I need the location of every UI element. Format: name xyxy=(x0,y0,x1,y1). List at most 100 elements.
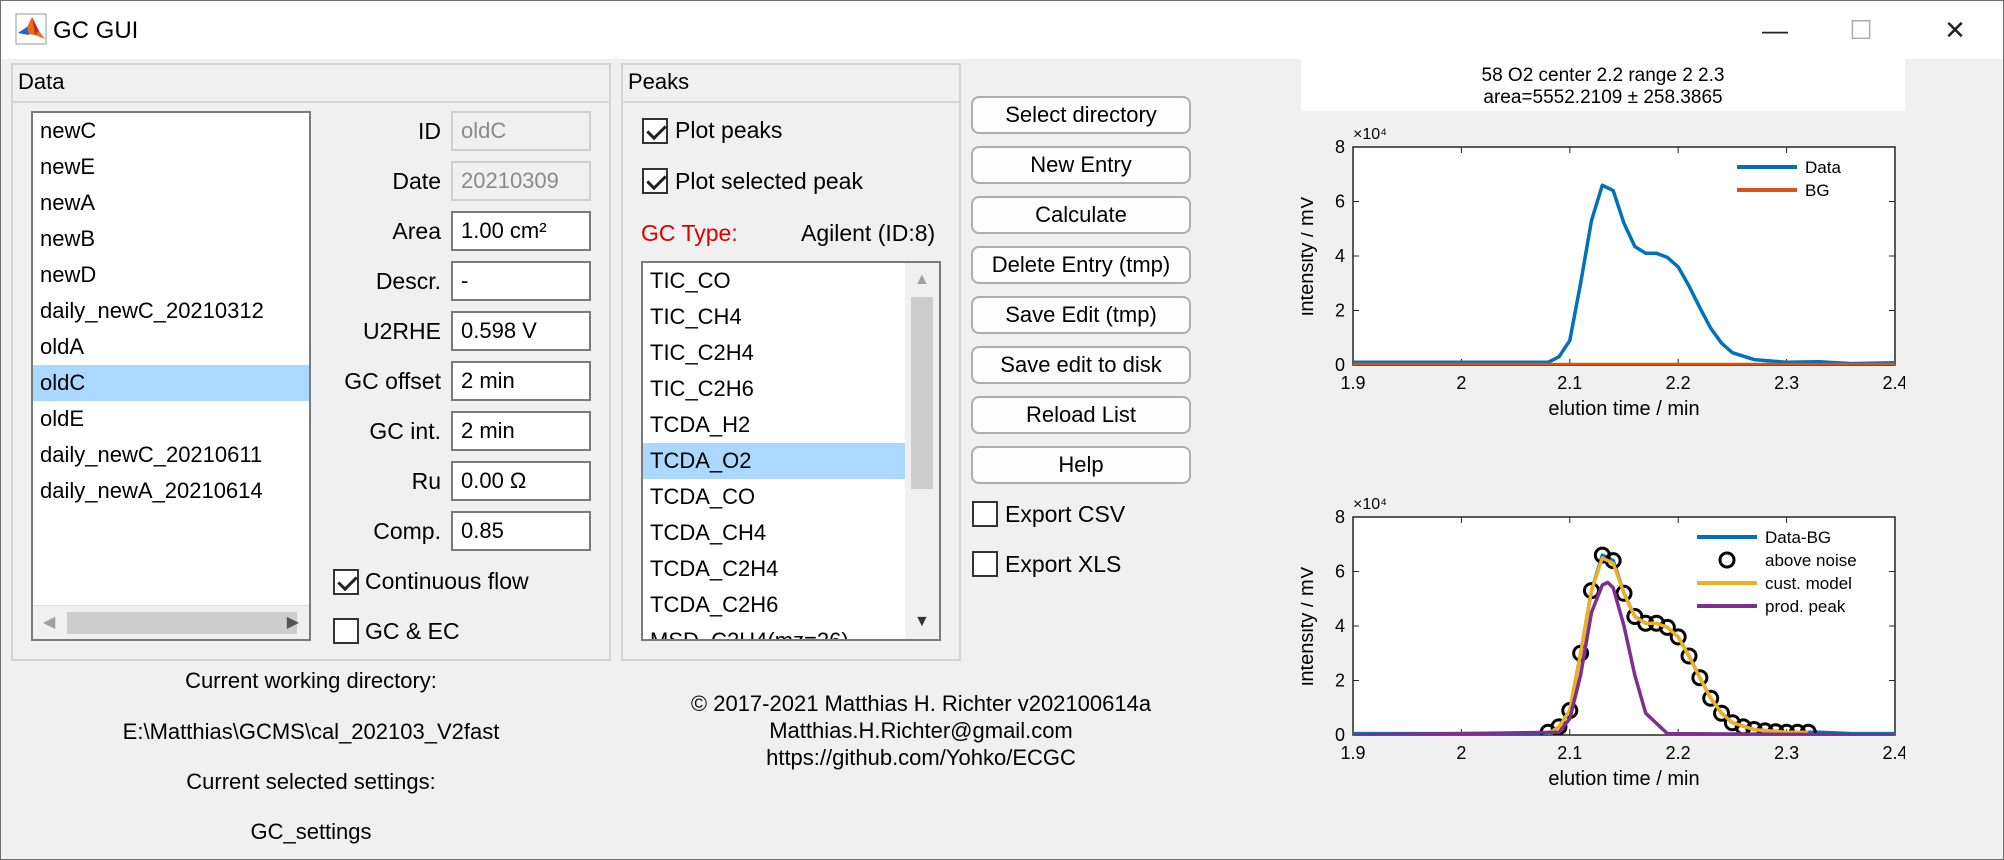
x-tick-label: 2.4 xyxy=(1882,373,1905,393)
peak-list-item[interactable]: TIC_C2H4 xyxy=(650,340,754,365)
x-tick-label: 2.4 xyxy=(1882,743,1905,763)
legend-label-prod-peak: prod. peak xyxy=(1765,597,1846,616)
scroll-right-icon[interactable]: ▶ xyxy=(286,614,299,631)
data-list-item[interactable]: daily_newA_20210614 xyxy=(40,478,263,503)
peak-list-item[interactable]: TCDA_C2H6 xyxy=(650,592,779,617)
hscroll-thumb[interactable] xyxy=(67,612,297,634)
plot-subtitle: area=5552.2109 ± 258.3865 xyxy=(1483,87,1722,108)
date-field: 20210309 xyxy=(451,161,591,201)
select-directory-button[interactable]: Select directory xyxy=(971,96,1191,134)
u2rhe-field[interactable]: 0.598 V xyxy=(451,311,591,351)
close-button[interactable]: ✕ xyxy=(1944,14,1966,45)
legend-label-cust-model: cust. model xyxy=(1765,574,1852,593)
data-list-item[interactable]: daily_newC_20210312 xyxy=(40,298,264,323)
x-tick-label: 1.9 xyxy=(1340,743,1365,763)
gc-ec-checkbox[interactable] xyxy=(333,618,359,644)
data-list-item[interactable]: newB xyxy=(40,226,96,251)
gc-offset-label: GC offset xyxy=(344,368,441,394)
descr-label: Descr. xyxy=(375,268,441,294)
plot-peaks-checkbox[interactable] xyxy=(642,118,668,144)
peak-list-item[interactable]: TCDA_H2 xyxy=(650,412,751,437)
delete-entry-button[interactable]: Delete Entry (tmp) xyxy=(971,246,1191,284)
maximize-button[interactable]: ☐ xyxy=(1849,14,1873,45)
peak-list-item[interactable]: TIC_CO xyxy=(650,268,731,293)
peak-list-item[interactable]: TCDA_C2H4 xyxy=(650,556,779,581)
comp-label: Comp. xyxy=(373,518,441,544)
peak-list-item[interactable]: TIC_C2H6 xyxy=(650,376,754,401)
plot-selected-peak-checkbox[interactable] xyxy=(642,168,668,194)
data-point-above-noise xyxy=(1680,647,1698,665)
data-point-above-noise xyxy=(1658,618,1676,636)
peak-list-item[interactable]: TCDA_CH4 xyxy=(650,520,767,545)
reload-list-button[interactable]: Reload List xyxy=(971,396,1191,434)
data-point-above-noise xyxy=(1713,704,1731,722)
y-tick-label: 6 xyxy=(1335,192,1345,212)
window-title: GC GUI xyxy=(53,17,139,44)
data-point-above-noise xyxy=(1691,669,1709,687)
legend-label-above-noise: above noise xyxy=(1765,551,1857,570)
data-list-item[interactable]: oldE xyxy=(40,406,85,431)
y-tick-label: 6 xyxy=(1335,562,1345,582)
save-edit-button[interactable]: Save Edit (tmp) xyxy=(971,296,1191,334)
data-point-above-noise xyxy=(1669,628,1687,646)
data-list-item[interactable]: oldA xyxy=(40,334,85,359)
gc-type-label: GC Type: xyxy=(641,220,738,246)
data-list-item[interactable]: newD xyxy=(40,262,97,287)
export-xls-label: Export XLS xyxy=(1005,551,1122,577)
x-tick-label: 1.9 xyxy=(1340,373,1365,393)
data-panel-title: Data xyxy=(18,69,65,94)
y-tick-label: 8 xyxy=(1335,507,1345,527)
x-tick-label: 2.1 xyxy=(1557,373,1582,393)
save-edit-disk-button[interactable]: Save edit to disk xyxy=(971,346,1191,384)
ru-field[interactable]: 0.00 Ω xyxy=(451,461,591,501)
legend-label-bg: BG xyxy=(1805,181,1830,200)
x-tick-label: 2 xyxy=(1456,373,1466,393)
credits-url[interactable]: https://github.com/Yohko/ECGC xyxy=(766,745,1076,770)
legend-label-data-bg: Data-BG xyxy=(1765,528,1831,547)
peak-list-item[interactable]: TCDA_O2 xyxy=(643,443,905,479)
id-label: ID xyxy=(418,118,441,144)
data-list-item[interactable]: daily_newC_20210611 xyxy=(40,442,263,467)
x-tick-label: 2.2 xyxy=(1666,373,1691,393)
u2rhe-label: U2RHE xyxy=(363,318,441,344)
peak-list-item[interactable]: TCDA_CO xyxy=(650,484,756,509)
gc-offset-field[interactable]: 2 min xyxy=(451,361,591,401)
calculate-button[interactable]: Calculate xyxy=(971,196,1191,234)
matlab-logo-icon xyxy=(15,13,47,45)
new-entry-button[interactable]: New Entry xyxy=(971,146,1191,184)
area-label: Area xyxy=(392,218,441,244)
scroll-down-icon[interactable]: ▼ xyxy=(914,613,930,630)
data-list-item[interactable]: newC xyxy=(40,118,97,143)
gc-int-field[interactable]: 2 min xyxy=(451,411,591,451)
comp-field[interactable]: 0.85 xyxy=(451,511,591,551)
x-tick-label: 2 xyxy=(1456,743,1466,763)
scroll-up-icon[interactable]: ▲ xyxy=(914,271,930,288)
peak-list-item[interactable]: MSD_C2H4(mz=26) xyxy=(650,628,849,641)
scroll-left-icon[interactable]: ◀ xyxy=(43,614,56,631)
continuous-flow-checkbox[interactable] xyxy=(333,569,359,595)
data-list-hscrollbar[interactable]: ◀ ▶ xyxy=(33,605,309,639)
descr-field[interactable]: - xyxy=(451,261,591,301)
data-list-item[interactable]: newE xyxy=(40,154,96,179)
data-list-item[interactable]: newA xyxy=(40,190,96,215)
help-button[interactable]: Help xyxy=(971,446,1191,484)
gc-type-value: Agilent (ID:8) xyxy=(801,220,936,246)
export-csv-checkbox[interactable] xyxy=(972,501,998,527)
peak-list-item[interactable]: TIC_CH4 xyxy=(650,304,742,329)
peaks-list-vscrollbar[interactable]: ▲ ▼ xyxy=(905,263,939,639)
y-exponent-label: ×10⁴ xyxy=(1353,126,1387,143)
peak-plot-top: 58 O2 center 2.2 range 2 2.3area=5552.21… xyxy=(1301,59,1905,420)
credits-email: Matthias.H.Richter@gmail.com xyxy=(769,718,1073,743)
y-tick-label: 4 xyxy=(1335,246,1345,266)
y-tick-label: 4 xyxy=(1335,616,1345,636)
export-xls-checkbox[interactable] xyxy=(972,551,998,577)
vscroll-thumb[interactable] xyxy=(911,297,933,489)
settings-value: GC_settings xyxy=(250,819,372,844)
area-field[interactable]: 1.00 cm² xyxy=(451,211,591,251)
peaks-listbox[interactable]: MSD_C2H4(mz=26) TCDA_C2H6 TCDA_C2H4 TCDA_CH… xyxy=(641,261,941,641)
data-list-item[interactable]: oldC xyxy=(33,365,309,401)
series-line-data xyxy=(1353,183,1895,365)
minimize-button[interactable]: — xyxy=(1762,14,1788,45)
data-listbox[interactable]: daily_newA_20210614 daily_newC_20210611 ol… xyxy=(31,111,311,641)
y-tick-label: 2 xyxy=(1335,671,1345,691)
